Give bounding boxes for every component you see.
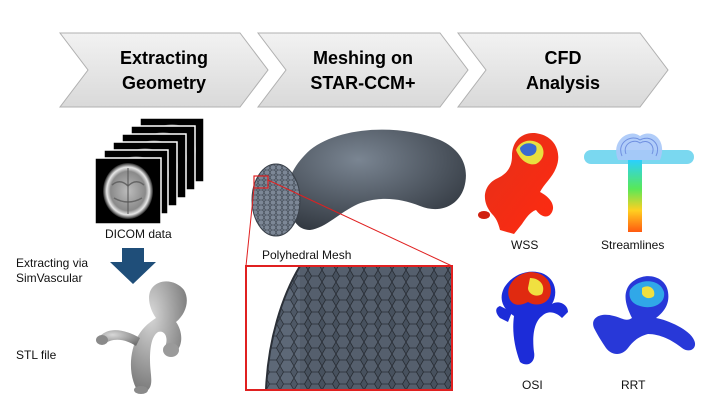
streamlines-result-image [584,133,694,232]
osi-result-image [496,271,568,365]
extracting-via-label-line-2: SimVascular [16,271,83,285]
extracting-via-label-line-1: Extracting via [16,256,89,270]
dicom-data-label: DICOM data [105,227,172,241]
dicom-stack-image [94,117,205,225]
step-2-line-1: Meshing on [313,48,413,68]
rrt-result-image [593,276,696,354]
streamlines-label: Streamlines [601,238,665,252]
step-2-line-2: STAR-CCM+ [310,73,415,93]
stl-vessel-model [96,281,187,394]
stl-file-label: STL file [16,348,57,362]
step-1-line-2: Geometry [122,73,206,93]
step-3-line-1: CFD [545,48,582,68]
down-arrow-icon [110,248,156,284]
rrt-label: RRT [621,378,646,392]
polyhedral-mesh-model [245,129,466,267]
wss-label: WSS [511,238,539,252]
osi-label: OSI [522,378,543,392]
step-chevron-2: Meshing on STAR-CCM+ [256,32,469,108]
step-3-line-2: Analysis [526,73,600,93]
step-chevron-1: Extracting Geometry [58,32,269,108]
wss-result-image [478,132,559,234]
step-chevron-3: CFD Analysis [456,32,669,108]
polyhedral-mesh-label: Polyhedral Mesh [262,248,352,262]
mesh-zoom-panel [245,265,453,391]
step-1-line-1: Extracting [120,48,208,68]
